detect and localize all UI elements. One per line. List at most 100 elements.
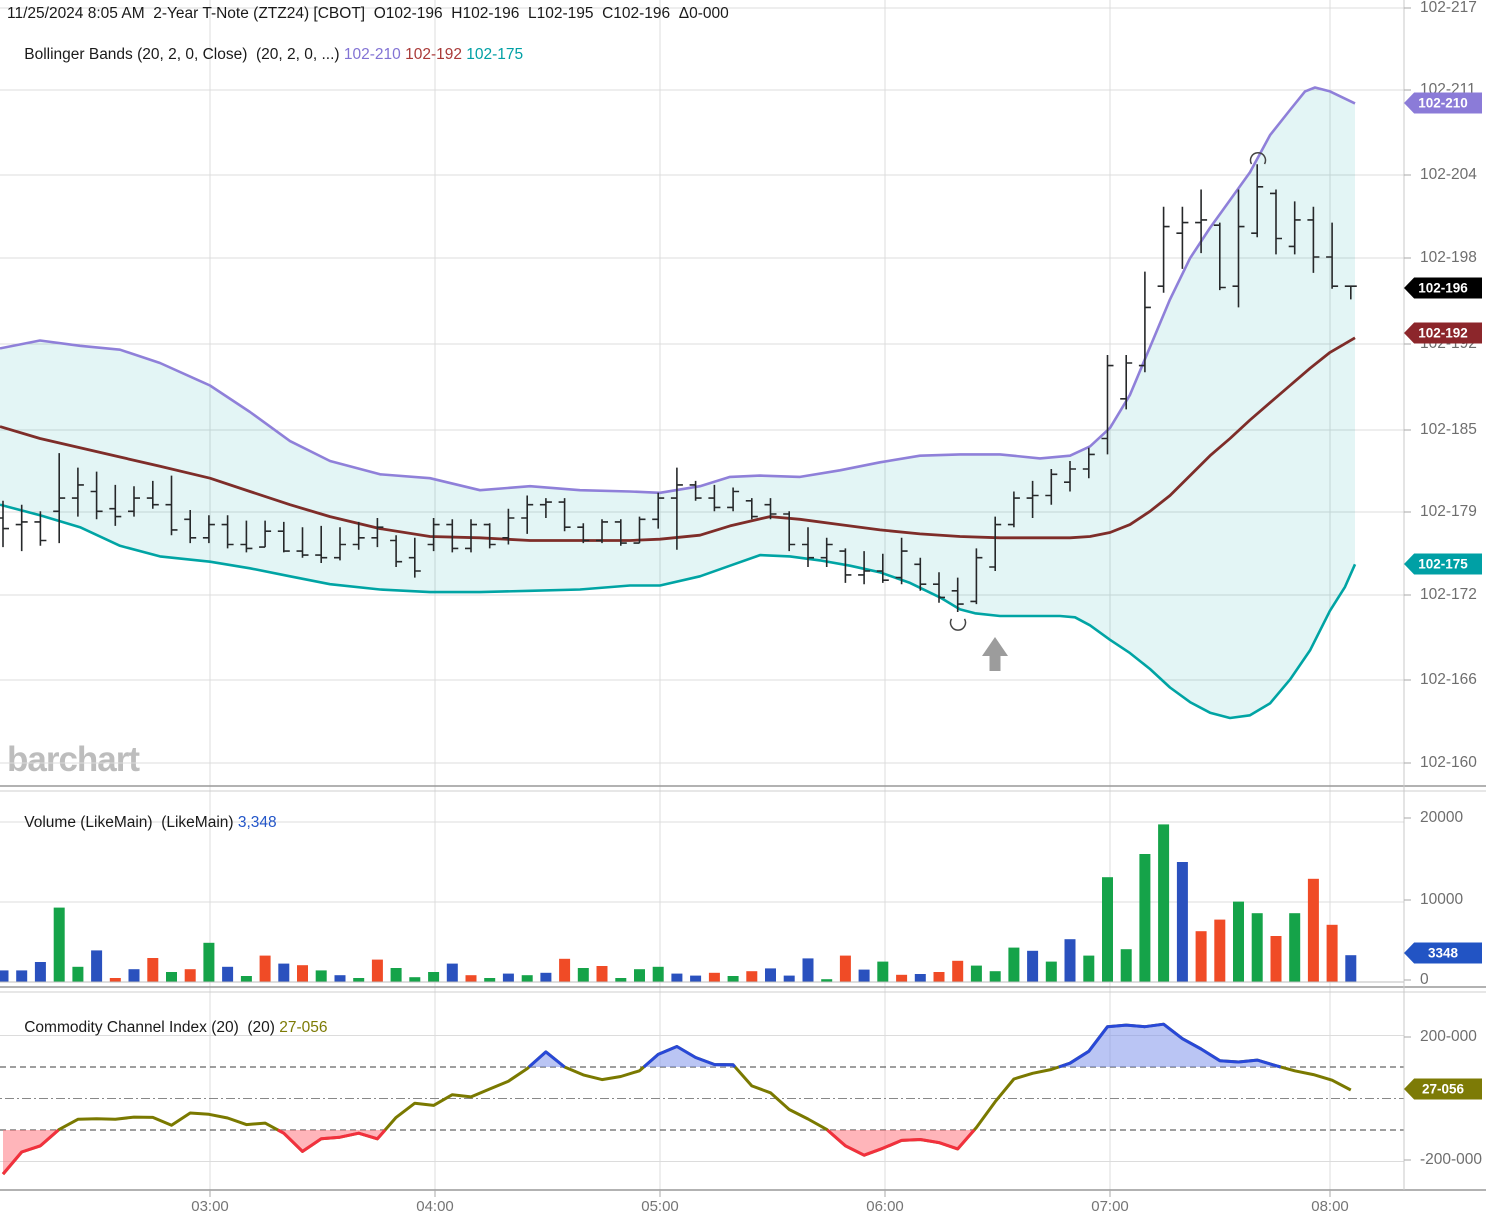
volume-bar [166,972,177,982]
volume-bar [821,979,833,982]
bollinger-middle-badge: 102-192 [1404,322,1482,344]
volume-bar [1045,961,1057,982]
cci-fill-region [277,1130,386,1152]
volume-bar [390,968,402,982]
volume-bar [559,958,571,982]
volume-bar [1345,955,1357,982]
volume-bar [839,955,851,982]
cci-badge: 27-056 [1404,1078,1482,1100]
volume-bar [0,970,9,982]
volume-bar [746,971,758,982]
cci-fill-region [528,1051,565,1067]
bollinger-middle-value: 102-192 [405,46,462,63]
volume-bar [858,969,870,982]
volume-bar [615,978,627,982]
volume-current-value: 3,348 [237,814,277,831]
volume-badge: 3348 [1404,942,1482,964]
volume-bar [652,966,664,982]
cci-extreme-line [1058,1022,1282,1069]
bollinger-band-fill [0,87,1355,718]
volume-bar [91,950,103,982]
volume-bar [1326,924,1338,982]
volume-bar [1307,878,1319,982]
volume-bar [1270,936,1282,982]
volume-bar [1120,949,1132,982]
session-low-circle-marker [949,618,967,631]
volume-bar [521,975,533,982]
volume-bar [1008,947,1020,982]
up-arrow-marker [982,637,1008,671]
chart-header-ohlc-line: 11/25/2024 8:05 AM 2-Year T-Note (ZTZ24)… [7,5,729,22]
volume-bar [315,970,327,982]
volume-bar [896,974,908,982]
bollinger-upper-badge: 102-210 [1404,92,1482,114]
volume-bar [371,959,383,982]
volume-bar [240,976,252,982]
volume-bar [634,969,645,982]
cci-title-label: Commodity Channel Index (20) (20) [24,1019,280,1036]
volume-bar [914,974,926,982]
cci-extreme-line [527,1050,566,1069]
volume-bar [727,976,739,982]
session-high-circle-marker [1249,152,1267,165]
volume-bar [334,975,346,982]
cci-fill-region [827,1130,975,1156]
bollinger-legend: Bollinger Bands (20, 2, 0, Close) (20, 2… [7,28,523,82]
volume-bar [465,975,477,982]
cci-panel-title: Commodity Channel Index (20) (20) 27-056 [7,1001,328,1055]
volume-bar [577,968,589,982]
volume-bar [72,966,84,982]
cci-current-value: 27-056 [279,1019,328,1036]
volume-bar [989,971,1001,982]
volume-bar [184,969,196,982]
volume-bar [409,977,421,982]
bollinger-lower-line [0,503,1357,720]
volume-bar [128,969,140,982]
volume-bar [278,963,290,982]
volume-bar [16,970,28,982]
volume-bar [1289,913,1301,982]
cci-extreme-line [277,1128,387,1153]
volume-bar [540,972,552,982]
volume-bar [53,907,65,982]
cci-fill-region [1058,1024,1281,1067]
cci-extreme-line [642,1045,737,1069]
volume-bar [203,942,215,982]
volume-bar [34,962,46,982]
volume-bar [596,966,608,982]
volume-bar [877,961,889,982]
volume-bar [1064,939,1076,982]
volume-bar [1214,919,1226,982]
volume-bar [970,965,982,982]
volume-bar [802,958,814,982]
volume-bar [708,972,720,982]
volume-bar [297,965,308,982]
volume-bar [952,960,964,982]
volume-bar [109,978,121,982]
volume-bar [1251,913,1263,982]
bollinger-lower-value: 102-175 [466,46,524,63]
bollinger-lower-badge: 102-175 [1404,553,1482,575]
bollinger-middle-line [0,336,1356,542]
volume-bar [1176,862,1188,982]
volume-bar [1083,955,1095,982]
volume-bar [783,975,795,982]
cci-extreme-line [826,1128,976,1157]
bollinger-upper-line [0,86,1356,495]
volume-bar [1027,950,1039,982]
cci-extreme-line [1,1128,60,1176]
volume-bar [1195,931,1207,982]
volume-bar [690,975,702,982]
volume-bar [1139,854,1151,982]
volume-bar [259,955,271,982]
bollinger-upper-value: 102-210 [343,46,401,63]
volume-bar [502,973,514,982]
volume-bar [484,978,496,982]
volume-bar [147,958,159,982]
last-price-badge: 102-196 [1404,277,1482,299]
volume-bar [428,972,440,982]
volume-bar [671,973,683,982]
volume-bar [933,972,945,982]
